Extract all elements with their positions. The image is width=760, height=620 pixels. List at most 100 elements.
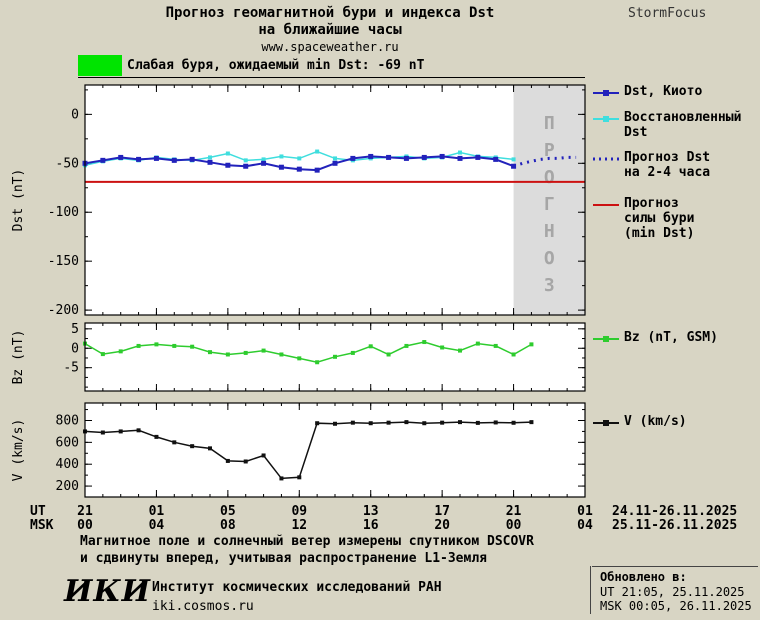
series-marker	[190, 344, 195, 349]
series-marker	[279, 154, 284, 159]
series-marker	[493, 420, 498, 425]
legend-glyph-bz	[593, 336, 619, 342]
updated-time-msk: MSK 00:05, 26.11.2025	[600, 599, 752, 613]
series-marker	[297, 356, 302, 361]
series-marker	[243, 158, 248, 163]
ut-tick-label: 17	[434, 504, 450, 519]
series-marker	[315, 421, 320, 426]
series-marker	[333, 421, 337, 426]
series-marker	[333, 354, 337, 359]
series-marker	[386, 154, 392, 160]
series-marker	[457, 155, 463, 161]
forecast-watermark-letter: Н	[544, 221, 555, 242]
series-marker	[403, 155, 409, 161]
series-marker	[458, 420, 462, 425]
series-marker	[136, 428, 141, 433]
series-marker	[279, 352, 284, 357]
series-marker	[225, 458, 230, 463]
series-marker	[153, 155, 159, 161]
ut-tick-label: 01	[149, 504, 165, 519]
series-marker	[172, 343, 177, 348]
institute-site: iki.cosmos.ru	[152, 599, 254, 614]
forecast-watermark-letter: З	[544, 275, 555, 296]
brand-label: StormFocus	[628, 6, 707, 21]
forecast-watermark-letter: П	[544, 113, 555, 134]
y-tick-label: 5	[71, 322, 79, 337]
series-marker	[529, 342, 534, 347]
series-marker	[440, 345, 445, 350]
ut-tick-label: 05	[220, 504, 236, 519]
msk-tick-label: 08	[220, 518, 236, 533]
msk-tick-label: 04	[149, 518, 165, 533]
series-marker	[332, 160, 338, 166]
series-marker	[368, 153, 374, 159]
storm-alert-text: Слабая буря, ожидаемый min Dst: -69 nT	[127, 58, 425, 73]
series-marker	[458, 150, 462, 155]
series-marker	[207, 159, 213, 165]
series-marker	[154, 342, 159, 347]
updated-divider-horizontal	[592, 566, 758, 567]
y-axis-label: V (km/s)	[11, 419, 26, 482]
page-title: Прогноз геомагнитной бури и индекса Dst	[165, 5, 495, 21]
series-marker	[261, 453, 266, 458]
legend-item-dst-forecast: Прогноз Dst на 2-4 часа	[593, 150, 710, 180]
msk-tick-label: 04	[577, 518, 593, 533]
series-marker	[458, 348, 462, 353]
ut-tick-label: 09	[291, 504, 307, 519]
series-marker	[100, 352, 105, 357]
series-marker	[350, 350, 355, 355]
y-tick-label: 400	[56, 457, 79, 472]
msk-tick-label: 00	[77, 518, 93, 533]
series-marker	[208, 350, 212, 355]
panel-v: 800 600 400 200 V (km/s)	[11, 402, 586, 498]
series-marker	[440, 420, 445, 425]
series-marker	[208, 446, 212, 451]
y-tick-label: -150	[48, 254, 79, 269]
series-marker	[493, 156, 499, 162]
series-marker	[243, 163, 249, 169]
y-tick-label: 0	[71, 341, 79, 356]
y-tick-label: -50	[56, 156, 79, 171]
series-marker	[421, 154, 427, 160]
forecast-region	[513, 85, 585, 315]
page-subtitle: на ближайшие часы	[258, 22, 402, 38]
series-marker	[208, 155, 212, 160]
updated-divider-vertical	[590, 566, 591, 614]
alert-underline	[78, 77, 585, 78]
institute-name: Институт космических исследований РАН	[152, 580, 442, 595]
series-marker	[261, 160, 267, 166]
ut-row-label: UT	[30, 504, 46, 519]
legend-label: Bz (nT, GSM)	[624, 330, 718, 345]
footnote-line1: Магнитное поле и солнечный ветер измерен…	[80, 534, 534, 549]
iki-logo: ИКИ	[64, 574, 151, 609]
series-marker	[368, 344, 373, 349]
legend-item-dst-restored: Восстановленный Dst	[593, 110, 741, 140]
panel-bz: 5 0 -5 Bz (nT)	[11, 322, 586, 392]
series-marker	[136, 343, 141, 348]
y-tick-label: -5	[63, 361, 79, 376]
series-marker	[439, 153, 445, 159]
series-marker	[475, 420, 480, 425]
legend-glyph-dst-forecast	[593, 157, 619, 161]
legend-item-v: V (km/s)	[593, 414, 687, 429]
series-marker	[261, 348, 266, 353]
forecast-watermark-letter: О	[544, 248, 555, 269]
series-marker	[404, 343, 409, 348]
website-label: www.spaceweather.ru	[261, 40, 399, 54]
series-marker	[118, 429, 123, 434]
storm-level-swatch	[78, 55, 122, 76]
series-marker	[386, 420, 391, 425]
series-marker	[511, 352, 516, 357]
series-line	[84, 341, 532, 363]
series-marker	[297, 156, 302, 161]
y-tick-label: 600	[56, 435, 79, 450]
legend-label: Прогноз Dst на 2-4 часа	[624, 150, 711, 180]
ut-tick-label: 01	[577, 504, 593, 519]
series-marker	[368, 421, 373, 426]
series-marker	[243, 350, 248, 355]
series-marker	[243, 459, 248, 464]
series-line	[84, 421, 532, 480]
series-marker	[422, 421, 427, 426]
